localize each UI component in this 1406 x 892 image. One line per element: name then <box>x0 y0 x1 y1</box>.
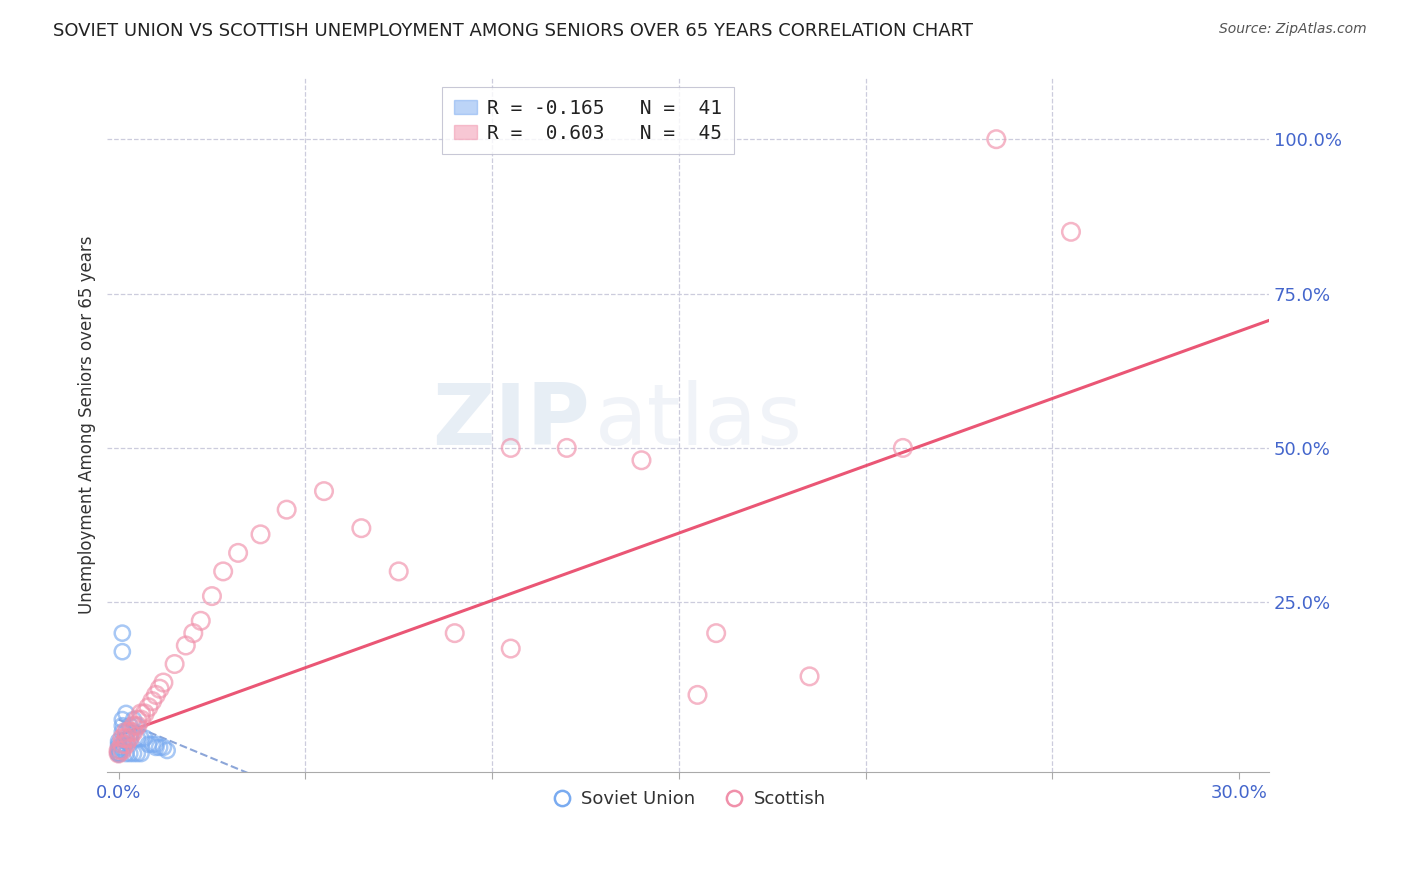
Point <box>226 546 249 560</box>
Point <box>129 713 152 727</box>
Point <box>163 657 186 671</box>
Point <box>212 565 235 579</box>
Point <box>127 713 149 727</box>
Point <box>118 747 141 761</box>
Point <box>312 484 335 499</box>
Text: atlas: atlas <box>595 380 803 463</box>
Point <box>249 527 271 541</box>
Point <box>111 743 134 757</box>
Point <box>127 731 149 745</box>
Point <box>107 740 129 755</box>
Point <box>118 725 141 739</box>
Point <box>115 706 138 721</box>
Point <box>107 747 129 761</box>
Point <box>141 694 163 708</box>
Point <box>111 626 134 640</box>
Point <box>181 626 204 640</box>
Point <box>111 713 134 727</box>
Point <box>122 747 145 761</box>
Y-axis label: Unemployment Among Seniors over 65 years: Unemployment Among Seniors over 65 years <box>79 235 96 614</box>
Point <box>122 725 145 739</box>
Point <box>388 565 411 579</box>
Text: SOVIET UNION VS SCOTTISH UNEMPLOYMENT AMONG SENIORS OVER 65 YEARS CORRELATION CH: SOVIET UNION VS SCOTTISH UNEMPLOYMENT AM… <box>53 22 973 40</box>
Point <box>704 626 727 640</box>
Point <box>134 706 156 721</box>
Point <box>118 731 141 745</box>
Point <box>107 747 129 761</box>
Point <box>127 719 149 733</box>
Point <box>630 453 652 467</box>
Point <box>122 719 145 733</box>
Point <box>149 740 172 755</box>
Point <box>138 737 160 751</box>
Point <box>555 441 578 455</box>
Point <box>134 731 156 745</box>
Point <box>127 719 149 733</box>
Point <box>111 731 134 745</box>
Point <box>107 743 129 757</box>
Point <box>686 688 709 702</box>
Point <box>107 734 129 748</box>
Point <box>443 626 465 640</box>
Point <box>111 725 134 739</box>
Point <box>115 725 138 739</box>
Text: Source: ZipAtlas.com: Source: ZipAtlas.com <box>1219 22 1367 37</box>
Point <box>149 681 172 696</box>
Point <box>156 743 179 757</box>
Point <box>499 641 522 656</box>
Point <box>986 132 1008 146</box>
Point <box>891 441 914 455</box>
Point <box>111 740 134 755</box>
Point <box>107 743 129 757</box>
Point <box>799 669 821 683</box>
Legend: Soviet Union, Scottish: Soviet Union, Scottish <box>544 782 832 815</box>
Point <box>122 713 145 727</box>
Point <box>115 747 138 761</box>
Point <box>115 731 138 745</box>
Point <box>1060 225 1083 239</box>
Point <box>107 747 129 761</box>
Point <box>111 645 134 659</box>
Point <box>276 502 298 516</box>
Point <box>115 731 138 745</box>
Point <box>190 614 212 628</box>
Point <box>118 731 141 745</box>
Point <box>499 441 522 455</box>
Point <box>111 737 134 751</box>
Point <box>201 589 224 603</box>
Point <box>145 737 167 751</box>
Point <box>152 740 174 755</box>
Point <box>107 747 129 761</box>
Point <box>111 719 134 733</box>
Point <box>115 737 138 751</box>
Point <box>129 747 152 761</box>
Point <box>129 731 152 745</box>
Point <box>107 747 129 761</box>
Point <box>141 737 163 751</box>
Point <box>152 675 174 690</box>
Point <box>107 747 129 761</box>
Point <box>107 737 129 751</box>
Point <box>174 639 197 653</box>
Point <box>145 740 167 755</box>
Point <box>111 743 134 757</box>
Point <box>138 700 160 714</box>
Point <box>111 737 134 751</box>
Point <box>129 706 152 721</box>
Point <box>122 725 145 739</box>
Point <box>145 688 167 702</box>
Point <box>127 747 149 761</box>
Point <box>107 743 129 757</box>
Point <box>115 725 138 739</box>
Point <box>118 719 141 733</box>
Text: ZIP: ZIP <box>432 380 589 463</box>
Point <box>350 521 373 535</box>
